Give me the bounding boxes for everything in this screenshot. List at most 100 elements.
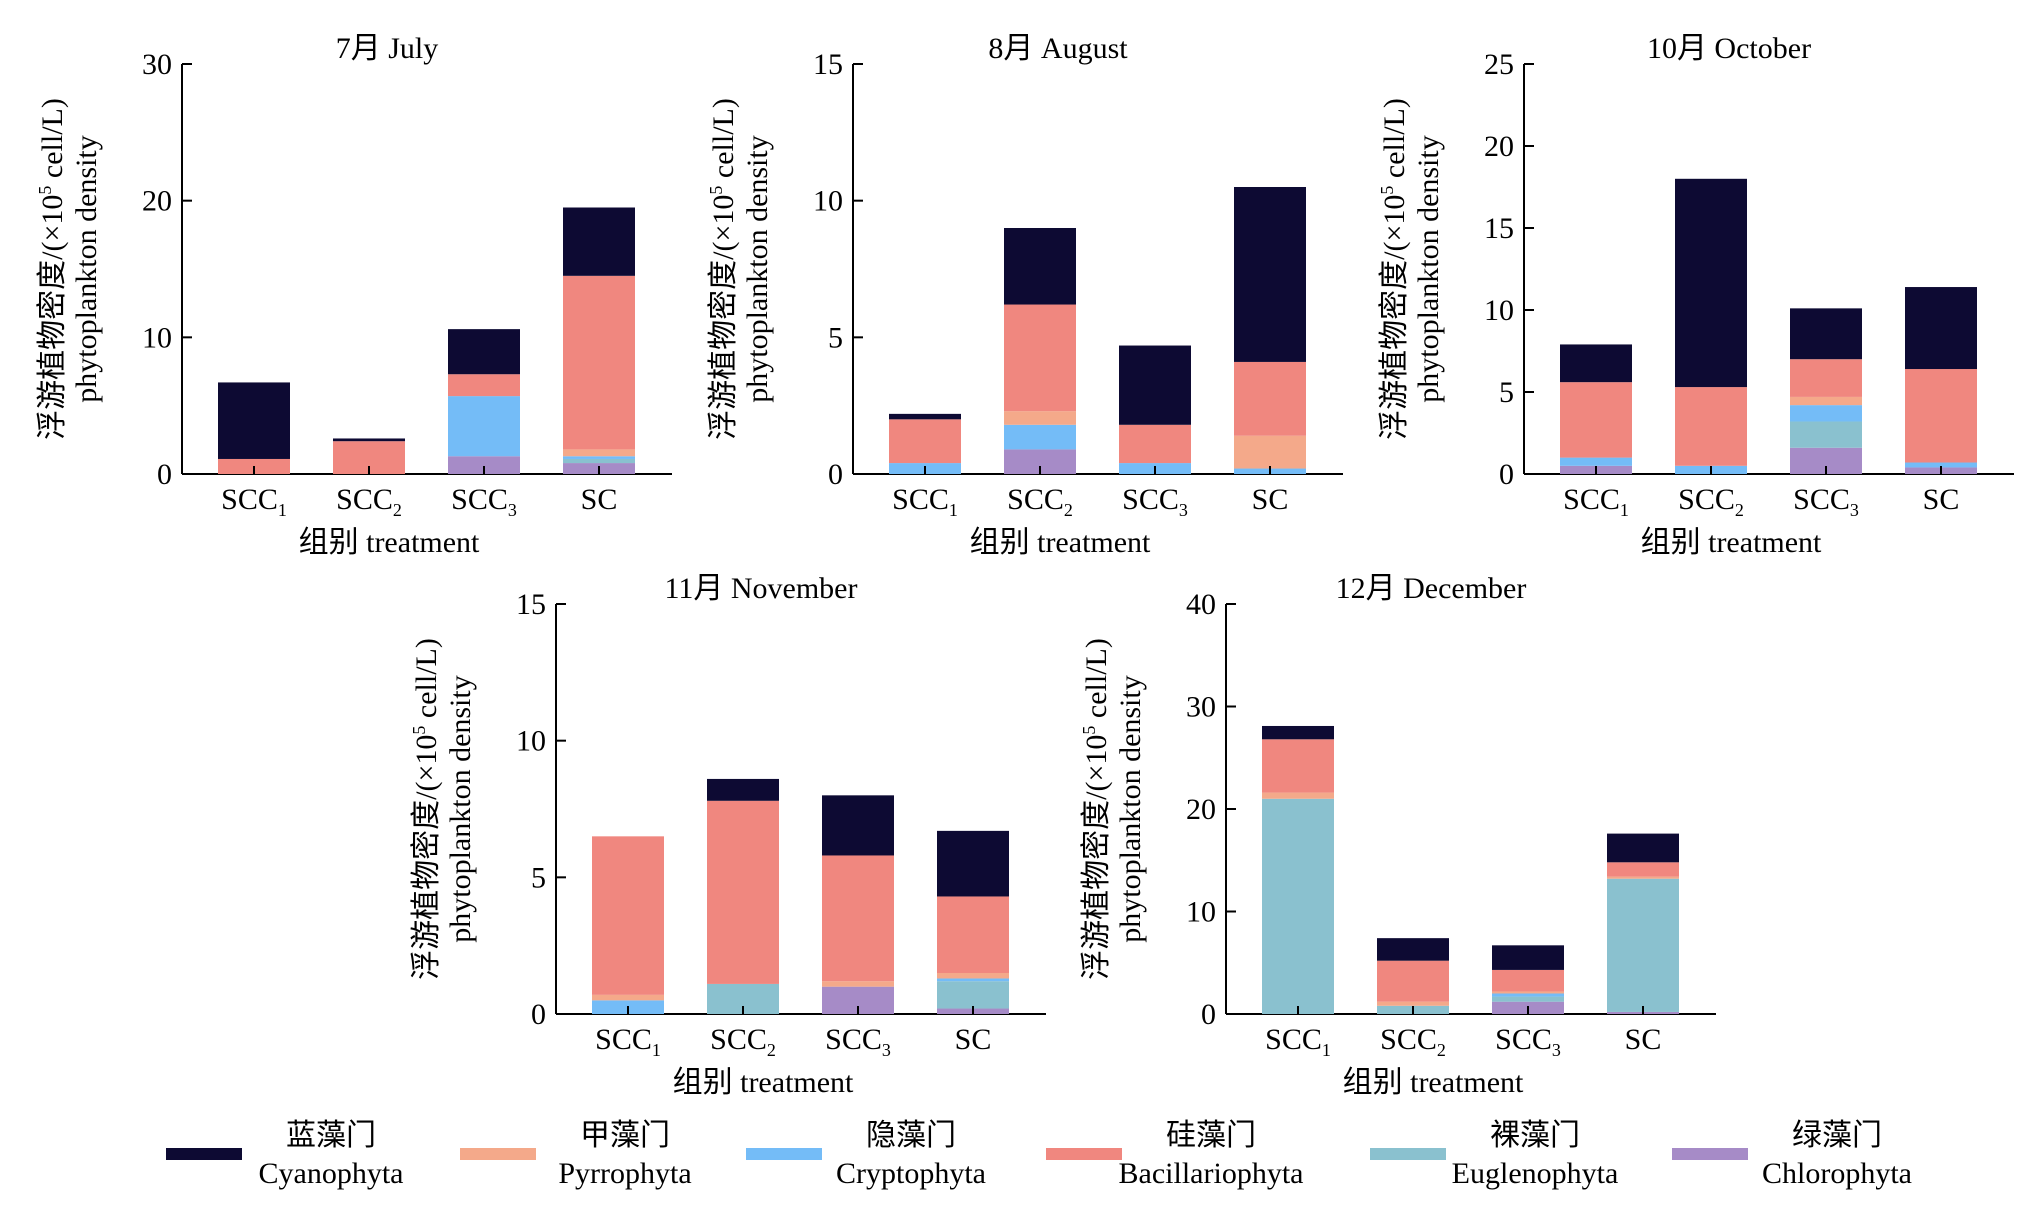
bar-segment-bac: [707, 800, 779, 984]
legend-swatch: [166, 1148, 242, 1160]
legend-label-en: Cyanophyta: [259, 1157, 404, 1190]
bar-segment-cyano: [218, 382, 290, 459]
legend-item-eug: 裸藻门 Euglenophyta: [1370, 1119, 1618, 1190]
bar-segment-cyano: [1234, 187, 1306, 362]
legend-label-en: Chlorophyta: [1762, 1157, 1912, 1190]
legend-item-pyrro: 甲藻门 Pyrrophyta: [460, 1119, 692, 1190]
y-tick-label: 0: [157, 458, 172, 491]
y-tick-label: 0: [1201, 998, 1216, 1031]
legend-item-crypto: 隐藻门 Cryptophyta: [746, 1119, 986, 1190]
y-tick-label: 5: [1499, 376, 1514, 409]
y-tick-label: 20: [1484, 130, 1514, 163]
bar-segment-cyano: [448, 329, 520, 375]
y-axis-subtitle: phytoplankton density: [1114, 675, 1147, 942]
x-tick-label: SCC3: [1495, 1023, 1561, 1060]
bar-segment-bac: [937, 896, 1009, 973]
bar-segment-crypto: [1004, 424, 1076, 450]
bar-segment-chloro: [448, 456, 520, 474]
bar-segment-bac: [1905, 369, 1977, 463]
bar-segment-bac: [1560, 382, 1632, 458]
y-axis-subtitle: phytoplankton density: [741, 135, 774, 402]
bar-segment-bac: [1119, 424, 1191, 464]
bar-segment-pyrro: [1492, 991, 1564, 994]
y-tick-label: 15: [1484, 212, 1514, 245]
bar-segment-pyrro: [1377, 1001, 1449, 1006]
legend-label-cn: 硅藻门: [1166, 1119, 1256, 1152]
bar-segment-cyano: [1607, 833, 1679, 863]
y-axis-subtitle: phytoplankton density: [70, 135, 103, 402]
y-tick-label: 10: [1484, 294, 1514, 327]
y-tick-label: 25: [1484, 48, 1514, 81]
y-axis-subtitle: phytoplankton density: [1412, 135, 1445, 402]
bar-segment-crypto: [448, 396, 520, 457]
x-tick-label: SC: [1625, 1023, 1662, 1056]
bar-segment-bac: [889, 419, 961, 464]
chart-panel-5: 12月 December 0 10 20 30 40 SCC1 SCC2 SCC3 SC 组别 tr…: [1079, 572, 1716, 1099]
legend-swatch: [1672, 1148, 1748, 1160]
legend-label-cn: 隐藻门: [866, 1119, 956, 1152]
bar-segment-bac: [1675, 387, 1747, 466]
chart-panel-3: 10月 October 0 5 10 15 20 25 SCC1 SCC2 SCC3 SC 组别 tr…: [1377, 32, 2014, 559]
bar-segment-cyano: [707, 778, 779, 801]
legend-label-cn: 绿藻门: [1792, 1119, 1882, 1152]
y-tick-label: 10: [516, 725, 546, 758]
legend-swatch: [1370, 1148, 1446, 1160]
x-tick-label: SC: [1923, 483, 1960, 516]
x-tick-label: SCC2: [710, 1023, 776, 1060]
y-tick-label: 10: [142, 321, 172, 354]
bar-segment-crypto: [1560, 457, 1632, 466]
x-tick-label: SCC1: [1265, 1023, 1331, 1060]
x-axis-title: 组别 treatment: [1641, 526, 1822, 559]
y-axis-title: 浮游植物密度/(×105 cell/L): [35, 98, 69, 440]
y-tick-label: 10: [1186, 896, 1216, 929]
legend-swatch: [746, 1148, 822, 1160]
legend-label-en: Euglenophyta: [1452, 1157, 1619, 1190]
bar-segment-cyano: [563, 207, 635, 276]
legend-label-cn: 甲藻门: [580, 1119, 670, 1152]
bar-segment-bac: [448, 374, 520, 397]
bar-segment-cyano: [1675, 178, 1747, 388]
bar-segment-pyrro: [1790, 396, 1862, 406]
bar-segment-bac: [563, 275, 635, 450]
bar-segment-crypto: [1492, 993, 1564, 997]
y-tick-label: 15: [813, 48, 843, 81]
bar-segment-pyrro: [937, 973, 1009, 979]
x-tick-label: SCC1: [221, 483, 287, 520]
y-axis-title: 浮游植物密度/(×105 cell/L): [1377, 98, 1411, 440]
bar-segment-cyano: [889, 413, 961, 420]
legend-item-bac: 硅藻门 Bacillariophyta: [1046, 1119, 1303, 1190]
chart-title: 12月 December: [1336, 572, 1527, 605]
y-tick-label: 0: [828, 458, 843, 491]
bar-segment-cyano: [937, 830, 1009, 897]
y-tick-label: 10: [813, 185, 843, 218]
y-axis-subtitle: phytoplankton density: [444, 675, 477, 942]
y-tick-label: 0: [531, 998, 546, 1031]
bar-segment-cyano: [1790, 308, 1862, 360]
y-tick-label: 5: [531, 861, 546, 894]
bar-segment-eug: [1790, 421, 1862, 448]
y-tick-label: 20: [142, 185, 172, 218]
x-tick-label: SCC2: [1380, 1023, 1446, 1060]
y-tick-label: 20: [1186, 793, 1216, 826]
bar-segment-bac: [1492, 969, 1564, 992]
chart-panel-4: 11月 November 0 5 10 15 SCC1 SCC2 SCC3 SC 组别 treat…: [409, 572, 1046, 1099]
chart-panel-2: 8月 August 0 5 10 15 SCC1 SCC2 SCC3 SC 组别 treatmen…: [706, 32, 1343, 559]
x-tick-label: SC: [581, 483, 618, 516]
bar-segment-cyano: [1905, 287, 1977, 370]
bar-segment-eug: [563, 458, 635, 464]
x-tick-label: SC: [955, 1023, 992, 1056]
bar-segment-pyrro: [822, 981, 894, 987]
chart-title: 10月 October: [1647, 32, 1811, 65]
x-axis-title: 组别 treatment: [970, 526, 1151, 559]
bar-segment-eug: [1607, 878, 1679, 1012]
bar-segment-crypto: [937, 978, 1009, 982]
bar-segment-bac: [1377, 960, 1449, 1002]
x-tick-label: SCC1: [1563, 483, 1629, 520]
bar-segment-bac: [1234, 361, 1306, 436]
bar-segment-bac: [592, 836, 664, 995]
bar-segment-cyano: [1492, 945, 1564, 970]
y-axis-title: 浮游植物密度/(×105 cell/L): [409, 638, 443, 980]
legend-label-cn: 蓝藻门: [286, 1119, 376, 1152]
legend-item-cyano: 蓝藻门 Cyanophyta: [166, 1119, 403, 1190]
bar-segment-bac: [1607, 862, 1679, 877]
